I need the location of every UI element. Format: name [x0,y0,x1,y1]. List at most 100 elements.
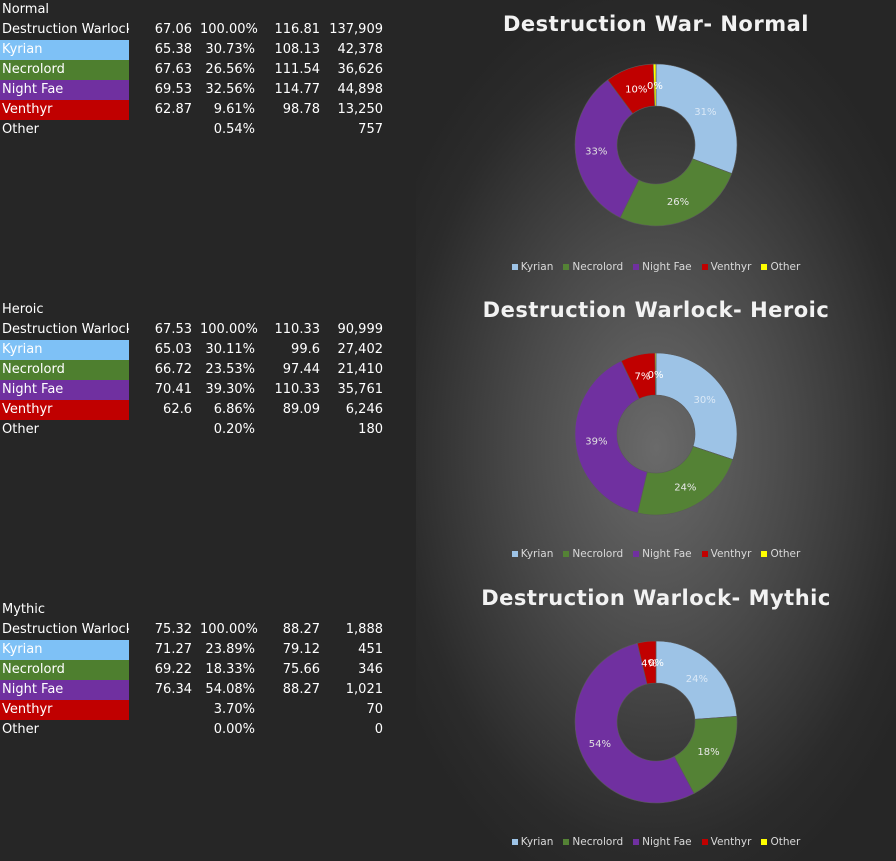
legend-item: Venthyr [701,261,751,273]
cell-c4: 180 [358,422,383,437]
legend-item: Kyrian [511,261,554,273]
table-title: Normal [2,2,50,17]
cell-c2: 0.54% [213,122,255,137]
legend-swatch [563,839,570,845]
cell-c4: 70 [366,702,383,717]
chart-legend: Kyrian Necrolord Night Fae Venthyr Other [416,836,896,848]
legend-swatch [511,264,518,270]
table-row: Other 0.00% 0 [0,720,416,740]
row-label: Venthyr [0,400,129,420]
heroic-donut: 30% 24% 39% 7%0% [574,352,738,516]
cell-c1: 65.38 [154,42,192,57]
cell-c2: 6.86% [213,402,255,417]
slice-other [652,63,657,107]
data-label: 30% [694,395,716,406]
slice-venthyr [636,640,657,685]
cell-c2: 54.08% [205,682,255,697]
row-label: Destruction Warlock [2,622,129,637]
cell-c2: 23.53% [205,362,255,377]
legend-item: Night Fae [633,836,692,848]
legend-label: Other [770,548,801,560]
cell-c4: 90,999 [337,322,384,337]
chart-title: Destruction Warlock- Mythic [481,586,831,610]
cell-c3: 97.44 [282,362,320,377]
cell-c4: 13,250 [337,102,384,117]
mythic-chart: Destruction Warlock- Mythic 24% 18% 54% 4% 0… [416,574,896,861]
legend-label: Necrolord [572,836,624,848]
cell-c3: 75.66 [282,662,320,677]
cell-c2: 100.00% [200,322,258,337]
cell-c4: 21,410 [337,362,384,377]
table-row: Necrolord 67.63 26.56% 111.54 36,626 [0,60,416,80]
legend-label: Venthyr [710,548,752,560]
table-title: Mythic [2,602,46,617]
row-label: Night Fae [0,80,129,100]
cell-c2: 9.61% [213,102,255,117]
table-row: Venthyr 62.6 6.86% 89.09 6,246 [0,400,416,420]
chart-panel: Destruction War- Normal 31% 26% 33% 10% 0% K… [416,0,896,861]
cell-c3: 110.33 [274,382,321,397]
legend-label: Other [770,261,801,273]
legend-swatch [701,839,708,845]
row-label: Other [2,422,39,437]
row-label: Kyrian [0,640,129,660]
cell-c1: 70.41 [154,382,192,397]
cell-c3: 108.13 [274,42,321,57]
legend-swatch [633,264,640,270]
data-label: 39% [585,436,607,447]
slice-necrolord [619,158,733,227]
legend-item: Other [761,836,800,848]
table-row: Other 0.20% 180 [0,420,416,440]
cell-c3: 98.78 [282,102,320,117]
row-label: Venthyr [0,700,129,720]
cell-c2: 23.89% [205,642,255,657]
legend-swatch [563,551,570,557]
cell-c3: 110.33 [274,322,321,337]
cell-c1: 62.6 [163,402,192,417]
row-label: Necrolord [0,660,129,680]
cell-c3: 89.09 [282,402,320,417]
cell-c3: 79.12 [282,642,320,657]
row-label: Night Fae [0,380,129,400]
cell-c1: 69.53 [154,82,192,97]
cell-c4: 27,402 [337,342,384,357]
data-label: 26% [667,197,689,208]
cell-c3: 111.54 [274,62,321,77]
row-label: Destruction Warlock [2,22,129,37]
cell-c4: 42,378 [337,42,384,57]
data-label: 33% [585,146,607,157]
row-label: Destruction Warlock [2,322,129,337]
cell-c4: 346 [358,662,383,677]
row-label: Other [2,122,39,137]
cell-c1: 76.34 [154,682,192,697]
legend-swatch [563,264,570,270]
table-row: Kyrian 65.03 30.11% 99.6 27,402 [0,340,416,360]
cell-c1: 65.03 [154,342,192,357]
legend-item: Venthyr [701,548,752,560]
slice-night-fae [574,79,640,219]
legend-item: Venthyr [701,836,751,848]
cell-c4: 1,888 [345,622,383,637]
legend-label: Night Fae [642,836,692,848]
slice-night-fae [574,360,648,514]
legend-swatch [511,839,518,845]
legend-label: Necrolord [572,261,624,273]
cell-c4: 137,909 [329,22,383,37]
data-label: 54% [589,739,611,750]
cell-c2: 30.11% [205,342,255,357]
legend-item: Necrolord [563,261,623,273]
table-row: Night Fae 76.34 54.08% 88.27 1,021 [0,680,416,700]
cell-c3: 114.77 [274,82,321,97]
cell-c1: 67.53 [154,322,192,337]
legend-swatch [761,839,768,845]
data-label: 4% [641,658,657,669]
table-title: Heroic [2,302,44,317]
legend-label: Kyrian [520,261,554,273]
table-row: Necrolord 66.72 23.53% 97.44 21,410 [0,360,416,380]
normal-chart: Destruction War- Normal 31% 26% 33% 10% 0% K… [416,0,896,287]
row-label: Necrolord [0,360,129,380]
legend-swatch [761,551,768,557]
cell-c3: 99.6 [291,342,320,357]
cell-c2: 100.00% [200,22,258,37]
chart-title: Destruction Warlock- Heroic [482,298,830,322]
